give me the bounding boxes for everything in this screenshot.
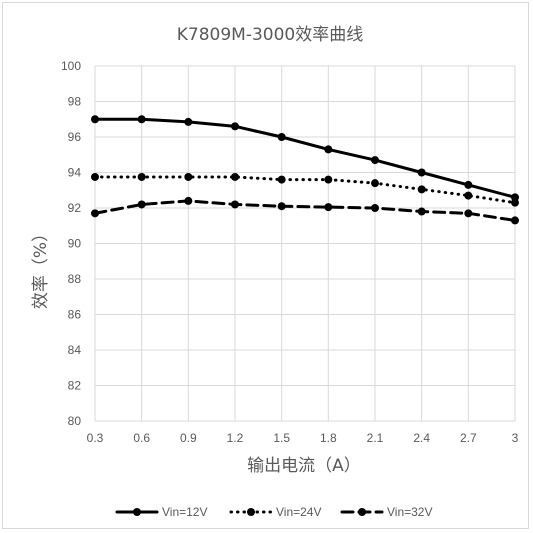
data-point (91, 209, 99, 218)
data-point (464, 180, 473, 189)
legend-item: Vin=24V (229, 505, 322, 519)
data-point (137, 172, 146, 181)
data-point (371, 179, 379, 188)
data-point (371, 156, 379, 165)
series-vin-24v (91, 172, 519, 207)
legend-marker (133, 508, 141, 516)
data-point (137, 200, 146, 209)
legend: Vin=12V Vin=24V Vin=32V (115, 505, 433, 519)
data-point (464, 191, 473, 200)
y-tick-label: 94 (68, 166, 82, 180)
data-point (137, 115, 146, 124)
series-line (93, 199, 517, 222)
data-point (511, 216, 519, 225)
data-point (184, 117, 193, 126)
x-tick-label: 1.2 (227, 431, 244, 445)
data-point (417, 168, 426, 177)
data-point (371, 204, 379, 212)
y-tick-label: 92 (68, 201, 82, 215)
legend-label: Vin=12V (162, 505, 208, 519)
y-tick-label: 82 (68, 379, 82, 393)
x-tick-labels: 0.3 0.6 0.9 1.2 1.5 1.8 2.1 2.4 2.7 3 (87, 431, 519, 445)
y-tick-label: 88 (68, 272, 82, 286)
x-axis-label: 输出电流（A） (247, 456, 361, 476)
data-point (231, 122, 239, 131)
legend-marker (247, 508, 255, 516)
legend-item: Vin=32V (340, 505, 433, 519)
data-point (91, 115, 99, 124)
data-point (464, 209, 473, 218)
data-point (324, 145, 333, 154)
data-point (324, 175, 333, 184)
x-tick-label: 1.5 (273, 431, 290, 445)
x-tick-label: 3 (512, 431, 519, 445)
x-tick-label: 1.8 (320, 431, 337, 445)
x-tick-label: 0.6 (133, 431, 150, 445)
data-point (417, 207, 426, 216)
y-tick-label: 84 (68, 343, 82, 357)
data-point (184, 172, 193, 181)
x-tick-label: 2.7 (460, 431, 477, 445)
y-tick-labels: 80 82 84 86 88 90 92 94 96 98 100 (61, 59, 81, 428)
legend-marker (358, 508, 366, 516)
data-point (511, 198, 519, 207)
series-lines (91, 115, 519, 225)
y-tick-label: 80 (68, 414, 82, 428)
y-axis-label: 效率（%） (31, 225, 51, 309)
data-point (324, 203, 333, 212)
x-tick-label: 2.4 (413, 431, 430, 445)
series-line (93, 175, 517, 205)
x-tick-label: 0.9 (180, 431, 197, 445)
legend-label: Vin=32V (387, 505, 433, 519)
data-point (277, 202, 286, 211)
data-point (91, 172, 99, 181)
x-tick-label: 0.3 (87, 431, 104, 445)
y-tick-label: 100 (61, 59, 81, 73)
series-line (93, 117, 517, 199)
data-point (231, 200, 239, 209)
y-tick-label: 90 (68, 237, 82, 251)
chart-frame (2, 2, 529, 529)
data-point (231, 172, 239, 181)
data-point (277, 175, 286, 184)
chart-title: K7809M-3000效率曲线 (177, 25, 363, 45)
data-point (417, 185, 426, 194)
legend-item: Vin=12V (115, 505, 208, 519)
x-tick-label: 2.1 (367, 431, 384, 445)
y-tick-label: 86 (68, 308, 82, 322)
y-tick-label: 98 (68, 95, 82, 109)
series-vin-12v (91, 115, 519, 202)
data-point (277, 133, 286, 141)
series-vin-32v (91, 196, 519, 225)
y-tick-label: 96 (68, 130, 82, 144)
legend-label: Vin=24V (276, 505, 322, 519)
data-point (184, 196, 193, 205)
